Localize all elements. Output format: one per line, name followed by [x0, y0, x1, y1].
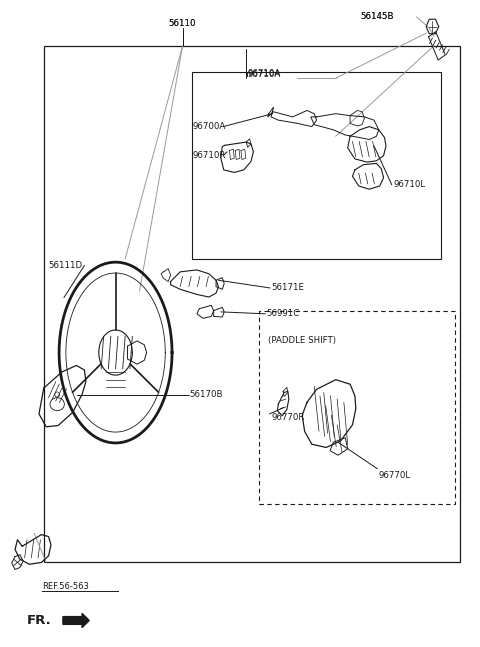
Text: 56110: 56110	[169, 19, 196, 28]
Text: 96700A: 96700A	[192, 122, 226, 131]
Bar	[259, 311, 456, 504]
Text: 96710L: 96710L	[393, 181, 425, 189]
Text: 56991C: 56991C	[266, 309, 300, 318]
Text: (PADDLE SHIFT): (PADDLE SHIFT)	[268, 336, 336, 345]
Text: 96710A: 96710A	[247, 71, 280, 80]
Text: FR.: FR.	[27, 614, 52, 627]
Text: 56111D: 56111D	[48, 261, 83, 270]
FancyArrow shape	[63, 613, 89, 628]
Text: 56171E: 56171E	[271, 283, 304, 292]
Text: 56170B: 56170B	[190, 390, 223, 399]
Text: 96770R: 96770R	[271, 413, 304, 422]
Text: 96710R: 96710R	[192, 151, 226, 160]
Text: 56145B: 56145B	[360, 12, 394, 21]
Text: REF.56-563: REF.56-563	[42, 582, 89, 591]
Text: 96710A: 96710A	[247, 69, 280, 78]
Bar	[192, 72, 441, 259]
Text: 96770L: 96770L	[379, 471, 411, 479]
Bar	[44, 46, 460, 562]
Text: 56110: 56110	[169, 19, 196, 28]
Text: 56145B: 56145B	[360, 12, 394, 21]
